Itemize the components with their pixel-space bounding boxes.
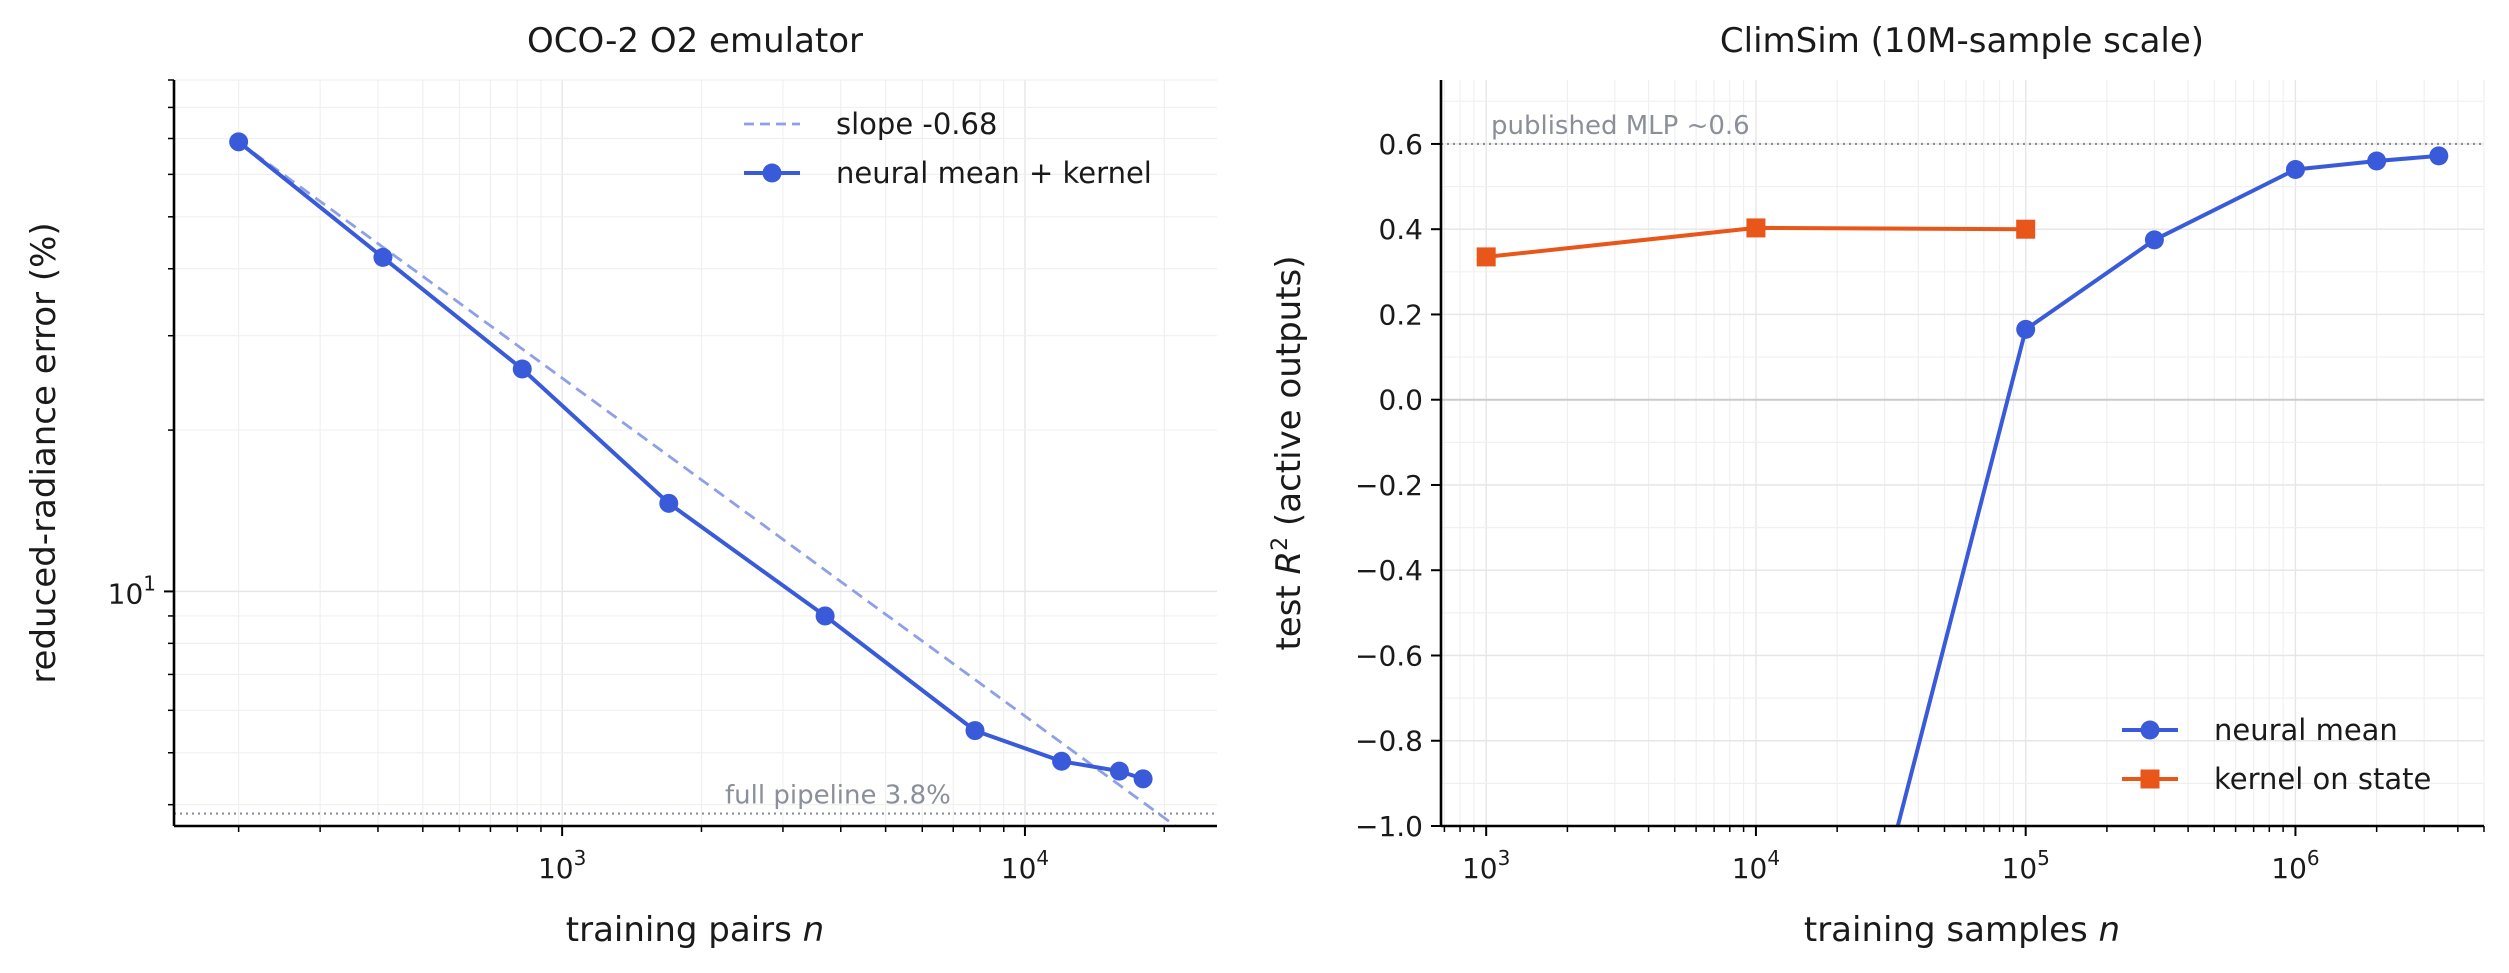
left-series-point-1 <box>965 721 985 741</box>
right-y-tick-label: −0.4 <box>1355 554 1423 587</box>
right-x-tick-label: 106 <box>2271 846 2319 885</box>
left-legend-label: neural mean + kernel <box>836 156 1152 190</box>
right-y-tick-label: −0.6 <box>1355 639 1423 672</box>
left-x-tick-exp: 3 <box>574 846 587 870</box>
right-x-tick-base: 10 <box>1462 852 1498 885</box>
left-y-tick-base: 10 <box>108 577 144 610</box>
right-series-point-0 <box>2144 230 2164 250</box>
left-legend: slope -0.68 neural mean + kernel <box>744 107 1152 190</box>
right-x-axis-label: training samples n <box>1804 910 2120 950</box>
right-series-point-0 <box>2429 146 2449 166</box>
left-x-tick-label: 104 <box>1001 846 1049 885</box>
left-legend-marker <box>762 163 782 183</box>
right-axes: 103 104 105 1060.60.40.20.0−0.2−0.4−0.6−0.8… <box>1355 80 2485 885</box>
right-y-tick-label: 0.0 <box>1378 384 1423 417</box>
right-series-line-0 <box>1895 153 2439 826</box>
left-series-line-0 <box>237 140 1178 826</box>
right-y-tick-label: 0.2 <box>1378 298 1423 331</box>
right-y-tick-label: −0.8 <box>1355 725 1423 758</box>
left-series-point-1 <box>1133 769 1153 789</box>
right-x-tick-label: 103 <box>1462 846 1510 885</box>
right-legend-marker <box>2140 720 2160 740</box>
left-series-point-1 <box>373 247 393 267</box>
left-legend-label: slope -0.68 <box>836 107 997 141</box>
right-series-point-0 <box>2016 319 2036 339</box>
right-y-tick-label: −0.2 <box>1355 469 1423 502</box>
right-chart-title: ClimSim (10M-sample scale) <box>1720 21 2204 61</box>
left-series-point-1 <box>1109 761 1129 781</box>
right-legend-label: neural mean <box>2214 713 2398 747</box>
right-series-point-0 <box>2285 160 2305 180</box>
right-reference-label: published MLP ~0.6 <box>1491 111 1750 141</box>
left-series-line-1 <box>237 140 1144 781</box>
left-x-tick-base: 10 <box>538 852 574 885</box>
left-x-tick-label: 103 <box>538 846 586 885</box>
left-y-tick-label: 101 <box>108 571 156 610</box>
left-reference-label: full pipeline 3.8% <box>725 781 951 811</box>
right-y-tick-label: 0.6 <box>1378 128 1423 161</box>
left-chart-title: OCO-2 O2 emulator <box>527 21 863 61</box>
right-x-tick-base: 10 <box>1732 852 1768 885</box>
left-series-point-1 <box>229 132 249 152</box>
left-x-tick-exp: 4 <box>1036 846 1049 870</box>
right-x-tick-exp: 6 <box>2307 846 2320 870</box>
right-y-axis-label: test R2 (active outputs) <box>1268 255 1309 650</box>
left-y-axis-label: reduced-radiance error (%) <box>24 222 64 683</box>
right-series-point-1 <box>1746 218 1766 238</box>
right-x-tick-label: 104 <box>1732 846 1780 885</box>
right-legend-marker <box>2140 769 2160 789</box>
right-y-tick-label: −1.0 <box>1355 810 1423 843</box>
right-legend-label: kernel on state <box>2214 762 2431 796</box>
right-x-tick-base: 10 <box>2271 852 2307 885</box>
right-series-point-0 <box>2367 151 2387 171</box>
left-series-point-1 <box>1052 751 1072 771</box>
left-y-tick-exp: 1 <box>143 571 156 595</box>
left-plot-area: full pipeline 3.8% <box>174 132 1217 826</box>
left-x-axis-label: training pairs n <box>566 910 824 950</box>
right-x-tick-exp: 4 <box>1767 846 1780 870</box>
right-x-tick-label: 105 <box>2002 846 2050 885</box>
left-series-point-1 <box>815 606 835 626</box>
right-plot-area: published MLP ~0.6 <box>1441 111 2484 826</box>
right-x-tick-exp: 3 <box>1498 846 1511 870</box>
left-series-point-1 <box>659 493 679 513</box>
right-y-tick-label: 0.4 <box>1378 213 1423 246</box>
left-grid <box>174 79 1217 826</box>
right-series-point-1 <box>1476 247 1496 267</box>
left-series-point-1 <box>512 359 532 379</box>
right-x-tick-base: 10 <box>2002 852 2038 885</box>
right-legend: neural mean kernel on state <box>2122 713 2431 796</box>
left-x-tick-base: 10 <box>1001 852 1037 885</box>
right-series-point-1 <box>2016 219 2036 239</box>
right-x-tick-exp: 5 <box>2037 846 2050 870</box>
right-chart-panel: published MLP ~0.6 103 104 105 1060.60.40.2… <box>1268 21 2485 950</box>
